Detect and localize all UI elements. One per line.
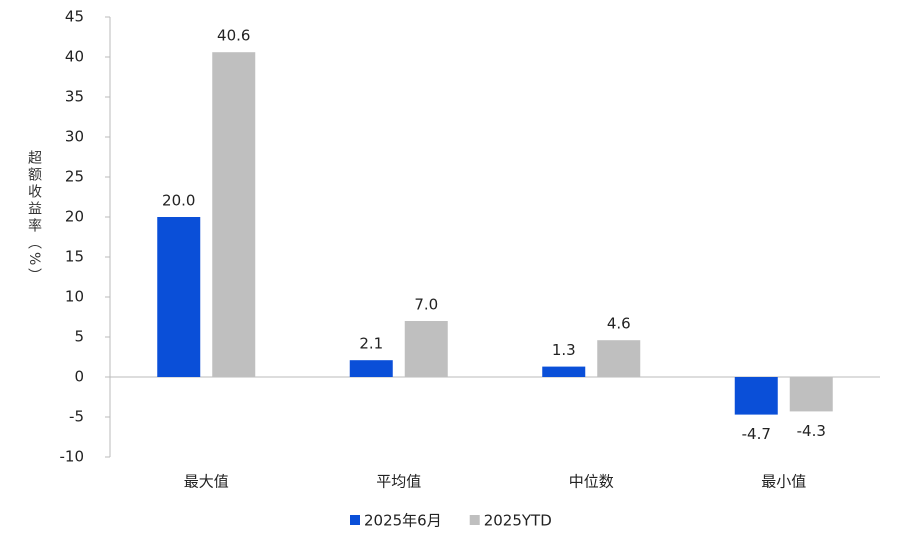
y-tick-label: 10 xyxy=(65,288,84,306)
y-tick-label: 30 xyxy=(65,128,84,146)
y-tick-label: -5 xyxy=(69,408,84,426)
y-tick-label: 5 xyxy=(74,328,84,346)
value-label: 7.0 xyxy=(414,296,438,314)
x-tick-label: 最小值 xyxy=(761,473,806,491)
legend-label: 2025年6月 xyxy=(364,512,442,530)
bar xyxy=(212,52,256,377)
y-axis-label: 超额收益率（%） xyxy=(26,150,42,286)
bar xyxy=(404,321,448,377)
bar xyxy=(157,217,201,377)
bar xyxy=(597,340,641,377)
value-label: 20.0 xyxy=(162,192,195,210)
x-tick-label: 平均值 xyxy=(376,473,421,491)
bar xyxy=(542,366,586,377)
bar xyxy=(349,360,393,377)
y-tick-label: 45 xyxy=(65,8,84,26)
y-tick-label: 35 xyxy=(65,88,84,106)
x-tick-label: 中位数 xyxy=(569,473,614,491)
bar xyxy=(734,377,778,415)
legend-label: 2025YTD xyxy=(484,512,552,530)
y-tick-label: 20 xyxy=(65,208,84,226)
value-label: 4.6 xyxy=(607,315,631,333)
y-tick-label: 40 xyxy=(65,48,84,66)
y-tick-label: -10 xyxy=(60,448,85,466)
value-label: 40.6 xyxy=(217,27,250,45)
value-label: 1.3 xyxy=(552,341,576,359)
bar xyxy=(789,377,833,412)
value-label: -4.7 xyxy=(742,425,771,443)
x-tick-label: 最大值 xyxy=(184,473,229,491)
y-tick-label: 15 xyxy=(65,248,84,266)
value-label: 2.1 xyxy=(359,335,383,353)
y-tick-label: 25 xyxy=(65,168,84,186)
value-label: -4.3 xyxy=(797,422,826,440)
legend-swatch xyxy=(350,515,360,525)
y-tick-label: 0 xyxy=(74,368,84,386)
legend-swatch xyxy=(469,515,480,525)
